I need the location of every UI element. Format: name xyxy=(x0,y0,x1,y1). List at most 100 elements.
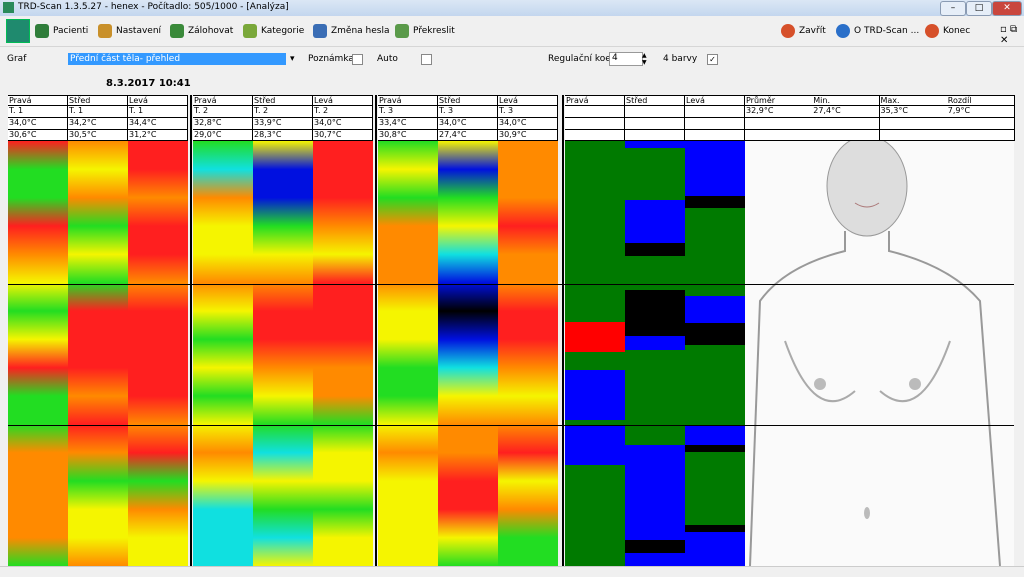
close-button[interactable]: ✕ xyxy=(992,1,1022,16)
header-cell: 27,4°C xyxy=(438,130,498,141)
toolbar-button[interactable]: Změna hesla xyxy=(313,24,390,38)
header-cell: 34,0°C xyxy=(8,118,68,130)
header-cell: 32,8°C xyxy=(193,118,253,130)
toolbar-button[interactable]: Nastavení xyxy=(98,24,161,38)
header-cell: 34,2°C xyxy=(68,118,128,130)
graf-label: Graf xyxy=(7,54,27,64)
header-cell: Levá xyxy=(128,95,188,106)
header-cell: 33,9°C xyxy=(253,118,313,130)
toolbar-icon xyxy=(781,24,795,38)
header-cell: 30,8°C xyxy=(378,130,438,141)
stat-empty xyxy=(745,130,813,141)
auto-label: Auto xyxy=(377,54,398,64)
color-bar xyxy=(625,141,685,566)
header-cell: 34,4°C xyxy=(128,118,188,130)
toolbar-button[interactable]: Zálohovat xyxy=(170,24,233,38)
thermal-strip xyxy=(378,141,438,566)
toolbar-icon xyxy=(395,24,409,38)
toolbar-icon xyxy=(836,24,850,38)
coef-input[interactable]: 4 xyxy=(609,52,643,66)
dropdown-arrow[interactable]: ▾ xyxy=(290,54,295,64)
header-cell: T. 3 xyxy=(498,106,558,118)
thermal-strip xyxy=(8,141,68,566)
toolbar-icon xyxy=(243,24,257,38)
toolbar: ▫ ⧉ ✕ Pacienti Nastavení Zálohovat Kategori… xyxy=(0,16,1024,47)
header-cell: 29,0°C xyxy=(193,130,253,141)
thermal-strip xyxy=(438,141,498,566)
stat-empty xyxy=(879,130,948,141)
header-cell: 34,0°C xyxy=(313,118,373,130)
header-cell: 34,0°C xyxy=(498,118,558,130)
coef-label: Regulační koef. xyxy=(548,54,617,64)
toolbar-button[interactable]: Kategorie xyxy=(243,24,304,38)
header-cell: T. 1 xyxy=(8,106,68,118)
header-cell: T. 3 xyxy=(378,106,438,118)
toolbar-label: Pacienti xyxy=(53,26,89,36)
stat-label: Min. xyxy=(812,95,881,106)
color-bar xyxy=(565,141,625,566)
header-cell xyxy=(565,106,625,118)
stat-label: Rozdíl xyxy=(946,95,1015,106)
mdi-controls[interactable]: ▫ ⧉ ✕ xyxy=(1000,24,1018,46)
row-divider xyxy=(8,425,1014,426)
stat-label: Průměr xyxy=(745,95,813,106)
thermal-strip xyxy=(193,141,253,566)
header-cell: Pravá xyxy=(193,95,253,106)
header-cell: Střed xyxy=(438,95,498,106)
toolbar-icon xyxy=(925,24,939,38)
header-cell: Střed xyxy=(625,95,685,106)
colors-checkbox[interactable]: ✓ xyxy=(707,54,718,65)
header-cell xyxy=(685,118,745,130)
options-bar: Graf Přední část těla- přehled ▾ Poznámk… xyxy=(0,48,1024,70)
stat-empty xyxy=(812,118,881,130)
toolbar-icon xyxy=(98,24,112,38)
toolbar-button[interactable]: Konec xyxy=(925,24,970,38)
header-cell: T. 3 xyxy=(438,106,498,118)
minimize-button[interactable]: – xyxy=(940,1,966,16)
toolbar-button[interactable]: O TRD-Scan ... xyxy=(836,24,919,38)
thermal-strip xyxy=(498,141,558,566)
toolbar-button[interactable]: Pacienti xyxy=(35,24,88,38)
header-cell: 31,2°C xyxy=(128,130,188,141)
header-cell xyxy=(565,118,625,130)
date: 8.3.2017 10:41 xyxy=(106,78,191,89)
stat-empty xyxy=(879,118,948,130)
row-divider xyxy=(8,284,1014,285)
toolbar-label: Změna hesla xyxy=(331,26,390,36)
divider xyxy=(190,95,192,566)
divider xyxy=(562,95,564,566)
header-cell: Levá xyxy=(685,95,745,106)
window-title: TRD-Scan 1.3.5.27 - henex - Počítadlo: 5… xyxy=(18,2,289,12)
stat-empty xyxy=(946,130,1015,141)
toolbar-label: Zavřít xyxy=(799,26,826,36)
toolbar-icon xyxy=(313,24,327,38)
title-bar: TRD-Scan 1.3.5.27 - henex - Počítadlo: 5… xyxy=(0,0,1024,16)
header-cell: 30,9°C xyxy=(498,130,558,141)
header-cell: 33,4°C xyxy=(378,118,438,130)
toolbar-label: Nastavení xyxy=(116,26,162,36)
header-cell: T. 1 xyxy=(68,106,128,118)
toolbar-button[interactable]: Překreslit xyxy=(395,24,455,38)
note-checkbox[interactable] xyxy=(352,54,363,65)
toolbar-icon xyxy=(35,24,49,38)
maximize-button[interactable]: □ xyxy=(966,1,992,16)
auto-checkbox[interactable] xyxy=(421,54,432,65)
header-cell: T. 1 xyxy=(128,106,188,118)
header-cell xyxy=(685,106,745,118)
body-image xyxy=(745,141,1014,566)
header-cell: Pravá xyxy=(565,95,625,106)
toolbar-button[interactable]: Zavřít xyxy=(781,24,826,38)
header-cell: Levá xyxy=(313,95,373,106)
coef-spinner[interactable]: ▲ ▼ xyxy=(642,52,647,66)
note-label: Poznámka xyxy=(308,54,354,64)
header-cell: T. 2 xyxy=(193,106,253,118)
thermal-strip xyxy=(253,141,313,566)
header-cell: Levá xyxy=(498,95,558,106)
graf-dropdown[interactable]: Přední část těla- přehled xyxy=(68,53,286,65)
header-cell: T. 2 xyxy=(253,106,313,118)
colors-label: 4 barvy xyxy=(663,54,698,64)
stat-value: 32,9°C xyxy=(745,106,813,118)
header-cell: Pravá xyxy=(378,95,438,106)
header-cell xyxy=(625,106,685,118)
